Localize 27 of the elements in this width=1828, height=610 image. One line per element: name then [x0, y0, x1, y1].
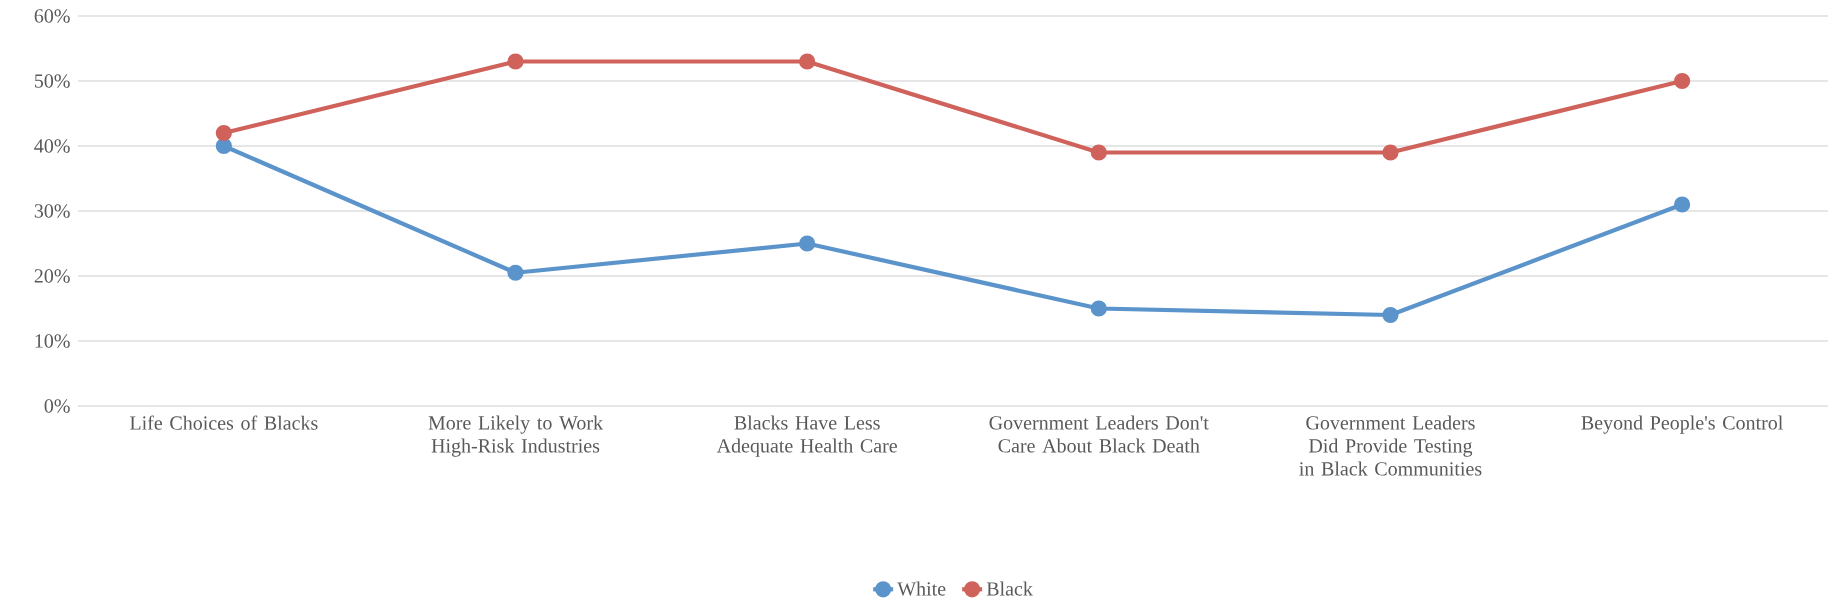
x-tick-label: Life Choices of Blacks [130, 415, 318, 430]
point [799, 53, 816, 70]
point [1382, 306, 1399, 324]
legend-label: Black [986, 581, 1033, 596]
x-tick-label: More Likely to Work High-Risk Industries [428, 415, 604, 457]
point [507, 264, 524, 281]
point [1090, 144, 1107, 161]
x-tick-label: Blacks Have Less Adequate Health Care [716, 415, 897, 457]
point [799, 235, 816, 252]
x-tick-label: Beyond People's Control [1581, 415, 1783, 434]
y-tick-label: 20% [34, 269, 70, 283]
y-tick-label: 0% [44, 399, 70, 413]
point [507, 53, 524, 70]
y-tick-label: 50% [34, 74, 70, 88]
legend-label: White [897, 581, 946, 596]
x-tick-label: Government Leaders Did Provide Testing in Black Communities [1299, 415, 1482, 476]
point [1090, 300, 1107, 317]
y-tick-label: 40% [34, 139, 70, 153]
point [215, 137, 232, 155]
x-tick-label: Government Leaders Don't Care About Black Death [989, 415, 1209, 453]
point [1674, 196, 1691, 213]
y-tick-label: 30% [34, 204, 70, 218]
point [1674, 72, 1691, 90]
point [215, 124, 232, 142]
y-tick-label: 60% [34, 9, 70, 23]
point [1382, 144, 1399, 161]
y-tick-label: 10% [35, 334, 70, 348]
